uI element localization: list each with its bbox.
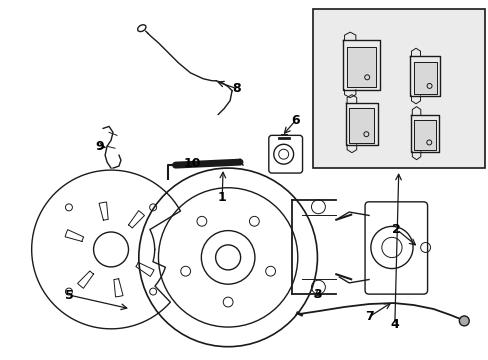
Text: 6: 6 [291, 114, 299, 127]
Text: 8: 8 [232, 82, 241, 95]
Text: 4: 4 [389, 318, 398, 331]
Text: 7: 7 [364, 310, 373, 323]
Polygon shape [413, 62, 436, 94]
Polygon shape [346, 47, 375, 87]
Polygon shape [348, 108, 373, 143]
FancyBboxPatch shape [313, 9, 484, 168]
Text: 3: 3 [312, 288, 321, 301]
Circle shape [458, 316, 468, 326]
Text: 1: 1 [217, 192, 226, 204]
Text: 5: 5 [65, 289, 74, 302]
Polygon shape [413, 120, 435, 150]
Text: 2: 2 [392, 223, 400, 236]
Text: 10: 10 [183, 157, 201, 170]
Text: 9: 9 [96, 140, 104, 153]
